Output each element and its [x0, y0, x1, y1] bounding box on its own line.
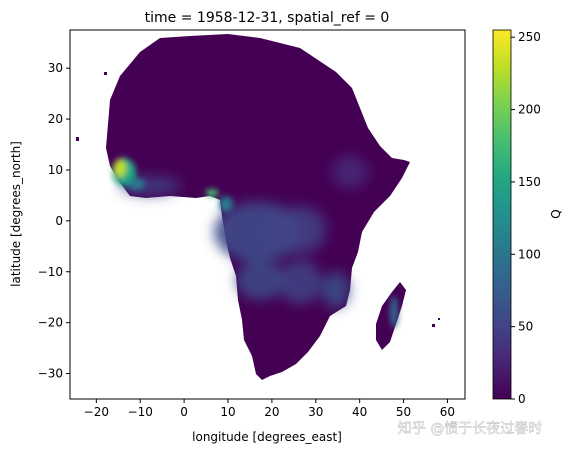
field-ethiopia — [332, 156, 368, 188]
watermark: 知乎 @惯于长夜过春时 — [398, 420, 542, 437]
x-tick-label: 10 — [220, 405, 235, 419]
field-liberia — [127, 178, 145, 190]
field-guinea-peak — [114, 159, 126, 177]
island — [438, 318, 440, 320]
chart-title: time = 1958-12-31, spatial_ref = 0 — [145, 10, 390, 26]
colorbar-tick-label: 100 — [518, 247, 541, 261]
field-niger-delta — [206, 189, 218, 197]
y-tick-label: 10 — [48, 163, 63, 177]
x-axis: −20 −10 0 10 20 30 40 50 60 — [84, 399, 455, 419]
y-tick-label: 20 — [48, 112, 63, 126]
x-tick-label: −20 — [84, 405, 109, 419]
axes-frame — [69, 29, 466, 400]
x-tick-label: −10 — [128, 405, 153, 419]
colorbar-tick-label: 50 — [518, 320, 533, 334]
y-tick-label: 0 — [55, 214, 63, 228]
x-tick-label: 40 — [352, 405, 367, 419]
x-tick-label: 30 — [308, 405, 323, 419]
field-zambia — [278, 260, 322, 304]
field-madagascar-east — [390, 296, 398, 328]
field-mozambique — [322, 272, 350, 308]
field-cameroon — [219, 196, 233, 212]
field-east-congo — [274, 206, 326, 254]
y-axis-label: latitude [degrees_north] — [9, 141, 23, 287]
colorbar-label: Q — [549, 209, 563, 218]
x-tick-label: 50 — [396, 405, 411, 419]
field-angola — [236, 260, 284, 300]
colorbar-tick-label: 250 — [518, 30, 541, 44]
colorbar-tick-label: 200 — [518, 103, 541, 117]
colorbar-tick-label: 150 — [518, 175, 541, 189]
y-tick-label: −30 — [38, 367, 63, 381]
x-tick-label: 20 — [264, 405, 279, 419]
y-tick-label: −20 — [38, 316, 63, 330]
x-tick-label: 0 — [180, 405, 188, 419]
x-tick-label: 60 — [440, 405, 455, 419]
colorbar-tick-label: 0 — [518, 392, 526, 406]
colorbar — [492, 29, 512, 400]
x-axis-label: longitude [degrees_east] — [192, 430, 342, 444]
island — [76, 137, 79, 141]
island — [104, 72, 107, 75]
colorbar-ticks: 0 50 100 150 200 250 — [511, 30, 541, 406]
y-axis: −30 −20 −10 0 10 20 30 — [38, 61, 70, 381]
island — [432, 324, 435, 327]
y-tick-label: −10 — [38, 265, 63, 279]
y-tick-label: 30 — [48, 61, 63, 75]
